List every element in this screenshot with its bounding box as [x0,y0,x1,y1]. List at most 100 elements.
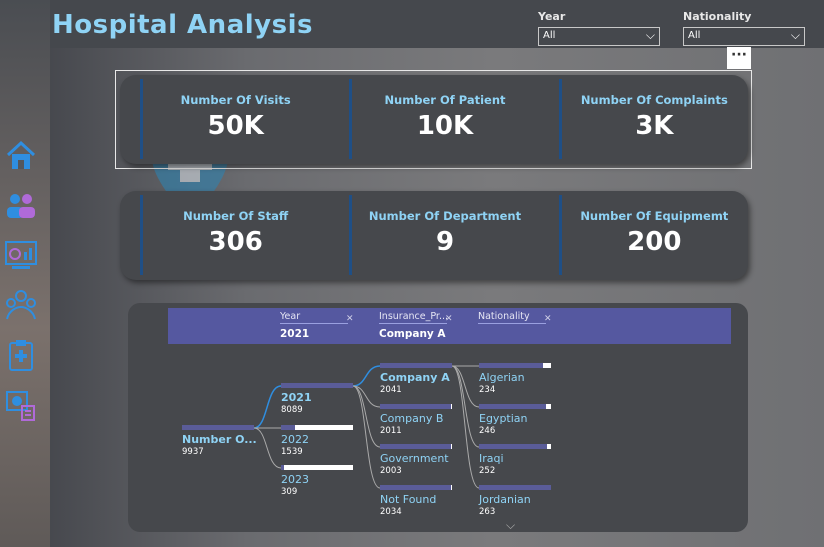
kpi-card-focus-outline [115,70,752,169]
node-bar-fill [479,444,548,449]
node-value: 2041 [380,385,402,395]
kpi-card-row2[interactable]: Number Of Staff 306 Number Of Department… [120,191,748,280]
node-name: Company A [380,371,450,384]
node-bar [479,444,551,449]
node-bar [380,363,452,368]
year-slicer[interactable]: Year All ⌵ [538,10,660,46]
tree-breadcrumb: Year 2021 ✕ Insurance_Pr... Company A ✕ … [168,308,731,344]
kpi-value: 10K [416,111,474,141]
people-icon[interactable] [4,188,38,222]
node-bar-fill [380,444,451,449]
node-value: 1539 [281,447,303,457]
tree-node-nationality[interactable]: Iraqi 252 [479,444,551,476]
nationality-dropdown[interactable]: All ⌵ [683,27,805,46]
nationality-slicer[interactable]: Nationality All ⌵ [683,10,805,46]
kpi-staff: Number Of Staff 306 [120,191,329,280]
crumb-header: Nationality [478,311,546,324]
kpi-label: Number Of Department [368,209,522,223]
kpi-label: Number Of Equipmemt [580,209,729,223]
chevron-down-icon: ⌵ [790,28,800,42]
chevron-down-icon: ⌵ [645,28,655,42]
node-bar [281,465,353,470]
node-bar-fill [182,425,254,430]
node-name: Company B [380,412,444,425]
tree-node-company[interactable]: Not Found 2034 [380,485,452,517]
kpi-value: 200 [627,227,682,257]
node-name: 2021 [281,391,312,404]
kpi-complaints: Number Of Complaints 3K [539,75,748,164]
node-name: Number O... [182,433,257,446]
home-icon[interactable] [4,138,38,172]
node-bar [479,363,551,368]
crumb-year[interactable]: Year 2021 [280,311,348,340]
scroll-down-chevron-icon[interactable]: ⌵ [506,518,516,532]
year-dropdown-value: All [543,30,556,41]
node-bar-fill [281,425,295,430]
kpi-equipment: Number Of Equipmemt 200 [539,191,748,280]
kpi-value: 306 [208,227,263,257]
node-value: 234 [479,385,496,395]
node-value: 263 [479,507,496,517]
node-name: Jordanian [479,493,531,506]
kpi-visits: Number Of Visits 50K [120,75,329,164]
tree-node-nationality[interactable]: Egyptian 246 [479,404,551,436]
node-bar-fill [380,363,452,368]
kpi-value: 3K [635,111,674,141]
year-dropdown[interactable]: All ⌵ [538,27,660,46]
close-icon[interactable]: ✕ [544,314,552,324]
money-report-icon[interactable] [4,388,38,422]
node-bar-fill [380,485,452,490]
dashboard-icon[interactable] [4,238,38,272]
crumb-header: Year [280,311,348,324]
node-value: 9937 [182,447,204,457]
kpi-label: Number Of Patient [384,93,506,107]
kpi-value: 50K [207,111,264,141]
node-value: 2003 [380,466,402,476]
clipboard-icon[interactable] [4,338,38,372]
node-bar-fill [380,404,451,409]
close-icon[interactable]: ✕ [445,314,453,324]
close-icon[interactable]: ✕ [346,314,354,324]
tree-node-year[interactable]: 2023 309 [281,465,353,497]
node-bar-fill [281,383,353,388]
page-title: Hospital Analysis [52,10,313,40]
tree-node-company[interactable]: Company B 2011 [380,404,452,436]
kpi-patient: Number Of Patient 10K [329,75,538,164]
node-name: Iraqi [479,452,504,465]
node-value: 309 [281,487,298,497]
node-bar-fill [479,485,551,490]
tree-node-root[interactable]: Number O... 9937 [182,425,257,457]
nationality-dropdown-value: All [688,30,701,41]
node-bar-fill [479,404,546,409]
node-name: 2023 [281,473,309,486]
crumb-header: Insurance_Pr... [379,311,449,324]
node-bar [380,485,452,490]
node-bar-fill [281,465,284,470]
year-slicer-label: Year [538,10,566,23]
node-name: 2022 [281,433,309,446]
left-band [0,0,50,547]
node-bar [281,383,353,388]
tree-node-company[interactable]: Government 2003 [380,444,452,476]
crumb-insurance[interactable]: Insurance_Pr... Company A [379,311,449,340]
crumb-nationality[interactable]: Nationality [478,311,546,328]
node-bar [479,404,551,409]
kpi-value: 9 [435,227,455,257]
more-options-button[interactable]: ··· [727,47,751,69]
tree-node-year[interactable]: 2021 8089 [281,383,353,415]
tree-node-company[interactable]: Company A 2041 [380,363,452,395]
kpi-label: Number Of Complaints [580,93,728,107]
node-value: 246 [479,426,496,436]
tree-node-nationality[interactable]: Algerian 234 [479,363,551,395]
node-value: 252 [479,466,496,476]
kpi-card-row1[interactable]: Number Of Visits 50K Number Of Patient 1… [120,75,748,164]
tree-node-year[interactable]: 2022 1539 [281,425,353,457]
group-icon[interactable] [4,288,38,322]
node-bar [281,425,353,430]
node-name: Egyptian [479,412,528,425]
node-name: Algerian [479,371,525,384]
kpi-label: Number Of Visits [180,93,291,107]
tree-node-nationality[interactable]: Jordanian 263 [479,485,551,517]
node-bar [380,404,452,409]
kpi-label: Number Of Staff [183,209,289,223]
